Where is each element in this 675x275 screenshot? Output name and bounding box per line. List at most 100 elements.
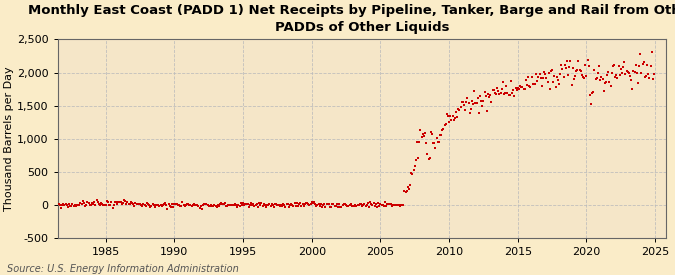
Point bbox=[639, 75, 650, 79]
Point bbox=[619, 59, 630, 64]
Point bbox=[244, 205, 254, 209]
Point bbox=[165, 204, 176, 209]
Point bbox=[275, 202, 286, 207]
Point bbox=[366, 201, 377, 206]
Point bbox=[563, 73, 574, 78]
Point bbox=[208, 204, 219, 208]
Point bbox=[627, 87, 638, 91]
Point bbox=[163, 202, 174, 206]
Point bbox=[49, 201, 59, 206]
Point bbox=[473, 110, 484, 115]
Point bbox=[608, 64, 618, 68]
Point bbox=[406, 171, 416, 176]
Point bbox=[594, 64, 605, 68]
Point bbox=[326, 204, 337, 209]
Point bbox=[443, 114, 454, 119]
Point bbox=[67, 202, 78, 207]
Point bbox=[379, 200, 390, 204]
Point bbox=[236, 202, 247, 207]
Point bbox=[160, 201, 171, 206]
Point bbox=[231, 203, 242, 207]
Point bbox=[183, 202, 194, 206]
Point bbox=[430, 146, 441, 150]
Point bbox=[414, 139, 425, 144]
Point bbox=[290, 204, 301, 208]
Point bbox=[302, 201, 313, 205]
Point bbox=[68, 204, 79, 208]
Point bbox=[134, 202, 145, 206]
Point bbox=[255, 203, 266, 208]
Point bbox=[336, 204, 347, 209]
Point bbox=[328, 201, 339, 206]
Point bbox=[545, 69, 556, 74]
Point bbox=[502, 91, 513, 95]
Point bbox=[127, 201, 138, 205]
Point bbox=[435, 133, 446, 138]
Point bbox=[390, 203, 401, 207]
Point bbox=[618, 65, 628, 69]
Point bbox=[340, 202, 350, 206]
Point bbox=[552, 78, 563, 82]
Point bbox=[522, 83, 533, 87]
Point bbox=[539, 70, 549, 74]
Point bbox=[353, 202, 364, 207]
Point bbox=[375, 202, 386, 206]
Point bbox=[80, 204, 90, 208]
Point bbox=[402, 185, 413, 189]
Point bbox=[560, 66, 571, 71]
Point bbox=[265, 204, 276, 208]
Point bbox=[429, 141, 439, 146]
Point bbox=[547, 68, 558, 72]
Point bbox=[476, 99, 487, 103]
Point bbox=[70, 202, 80, 207]
Point bbox=[244, 202, 255, 207]
Point bbox=[606, 71, 617, 75]
Point bbox=[266, 202, 277, 207]
Point bbox=[387, 204, 398, 208]
Point bbox=[597, 77, 608, 82]
Point bbox=[460, 108, 470, 112]
Point bbox=[321, 202, 332, 207]
Point bbox=[78, 199, 88, 203]
Point bbox=[219, 201, 230, 205]
Point bbox=[381, 204, 392, 208]
Point bbox=[379, 204, 389, 208]
Point bbox=[349, 204, 360, 208]
Point bbox=[134, 202, 144, 206]
Point bbox=[144, 203, 155, 208]
Point bbox=[620, 72, 631, 76]
Point bbox=[611, 73, 622, 78]
Point bbox=[634, 64, 645, 68]
Point bbox=[315, 202, 326, 206]
Point bbox=[488, 87, 499, 92]
Point bbox=[364, 200, 375, 205]
Point bbox=[277, 202, 288, 206]
Point bbox=[621, 68, 632, 73]
Point bbox=[295, 201, 306, 205]
Point bbox=[238, 201, 248, 206]
Point bbox=[106, 200, 117, 204]
Point bbox=[491, 92, 502, 96]
Point bbox=[361, 203, 372, 208]
Point bbox=[213, 204, 224, 208]
Point bbox=[417, 132, 428, 136]
Point bbox=[315, 204, 325, 208]
Point bbox=[562, 59, 572, 63]
Point bbox=[148, 203, 159, 207]
Point bbox=[391, 203, 402, 208]
Point bbox=[506, 79, 516, 84]
Point bbox=[354, 202, 365, 207]
Point bbox=[441, 111, 452, 116]
Point bbox=[191, 203, 202, 208]
Point bbox=[252, 204, 263, 209]
Point bbox=[285, 203, 296, 207]
Point bbox=[122, 200, 133, 204]
Point bbox=[193, 204, 204, 208]
Point bbox=[105, 203, 115, 207]
Point bbox=[234, 204, 245, 208]
Point bbox=[450, 116, 460, 120]
Point bbox=[308, 201, 319, 206]
Point bbox=[119, 199, 130, 203]
Point bbox=[281, 202, 292, 206]
Point bbox=[358, 203, 369, 207]
